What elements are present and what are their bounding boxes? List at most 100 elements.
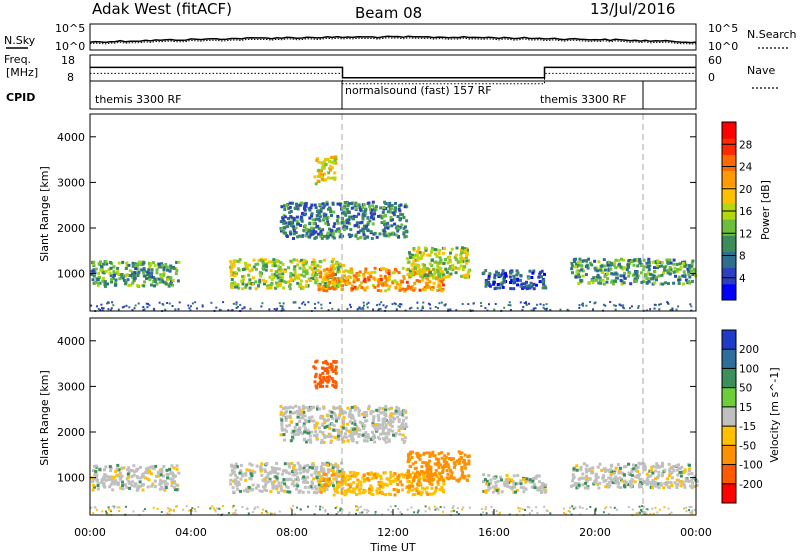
power-cells-cell — [612, 272, 616, 276]
vel-cells-cell — [118, 474, 122, 478]
vel-cells-cell — [350, 413, 354, 417]
power-cells-cell — [630, 260, 633, 264]
vel-cells-cell — [170, 481, 174, 485]
power-cells-cell — [408, 252, 412, 256]
vel-cells-cell — [397, 407, 401, 411]
power-cells-cell — [384, 226, 387, 230]
vel-cells-cell — [334, 507, 337, 510]
vel-cells-cell — [374, 427, 378, 431]
power-cells-cell — [320, 236, 324, 240]
power-cells-cell — [349, 306, 352, 309]
power-cells-cell — [294, 226, 298, 230]
power-cells-cell — [438, 302, 441, 305]
power-cells-cell — [688, 275, 692, 279]
power-cells-cell — [141, 271, 145, 275]
power-cells-cell — [127, 263, 131, 267]
power-cells-cell — [268, 286, 272, 290]
power-cells-cell — [245, 283, 249, 287]
power-cells-cell — [396, 282, 399, 286]
vel-cells-cell — [400, 423, 404, 427]
power-cells-cell — [346, 307, 349, 310]
vel-cells-cell — [627, 506, 630, 509]
power-cells-cell — [463, 265, 467, 269]
power-cells-cell — [404, 203, 408, 207]
vel-cells-cell — [512, 474, 516, 478]
power-cells-cell — [417, 265, 421, 269]
power-cells-cell — [233, 282, 237, 286]
power-cells-cell — [353, 224, 357, 228]
power-cells-cell — [530, 276, 534, 279]
vel-cells-cell — [369, 484, 373, 488]
vel-cells-cell — [468, 506, 471, 509]
power-cells-cell — [405, 219, 409, 223]
vel-cells-cell — [516, 474, 520, 477]
power-cells-cell — [252, 258, 256, 262]
velocity-colorbar-label: Velocity [m s^-1] — [768, 367, 781, 462]
power-cells-cell — [672, 281, 676, 285]
power-cells-cell — [368, 204, 371, 208]
vel-cells-cell — [270, 512, 273, 515]
vel-cells-cell — [387, 428, 391, 432]
power-cells-cell — [428, 262, 432, 266]
power-cells-cell — [123, 305, 126, 308]
power-cells-cell — [312, 270, 315, 274]
vel-cells-cell — [322, 472, 326, 476]
vel-cells-cell — [658, 508, 661, 511]
vel-cells-cell — [344, 489, 348, 493]
power-cells-cell — [690, 279, 694, 283]
vel-cells-cell — [101, 510, 104, 513]
vel-cells-cell — [277, 467, 281, 471]
power-cells-cell — [133, 307, 136, 310]
power-cells-cell — [451, 268, 455, 271]
vel-cells-cell — [371, 419, 375, 423]
power-cells-cell — [349, 228, 353, 232]
colorbar-tick-label: -50 — [739, 440, 756, 452]
power-cells-cell — [114, 278, 118, 282]
vel-cells-cell — [303, 426, 307, 430]
vel-cells-cell — [460, 466, 464, 470]
power-cells-cell — [461, 246, 464, 250]
power-cells-cell — [496, 273, 500, 277]
power-cells-cell — [177, 260, 181, 264]
vel-cells-cell — [460, 475, 464, 479]
vel-cells-cell — [508, 485, 512, 489]
power-cells-cell — [298, 306, 301, 309]
power-cells-cell — [414, 258, 418, 262]
vel-cells-cell — [313, 426, 317, 430]
vel-cells-cell — [497, 488, 501, 492]
power-cells-cell — [378, 281, 382, 285]
power-cells-cell — [363, 304, 365, 307]
colorbar-swatch — [722, 267, 736, 285]
vel-cells-cell — [352, 487, 356, 491]
vel-cells-cell — [670, 511, 673, 514]
noise-search-label: N.Search — [747, 28, 797, 41]
power-cells-cell — [252, 265, 256, 269]
vel-cells-cell — [487, 482, 491, 486]
vel-cells-cell — [495, 510, 498, 512]
vel-cells-cell — [585, 476, 589, 480]
power-cells-cell — [318, 260, 322, 263]
vel-cells-cell — [154, 464, 158, 468]
vel-cells-cell — [327, 435, 331, 439]
power-cells-cell — [278, 266, 282, 269]
power-scatter — [90, 155, 698, 312]
vel-cells-cell — [634, 469, 638, 473]
power-cells-cell — [668, 258, 672, 262]
vel-cells-cell — [165, 468, 169, 472]
vel-cells-cell — [309, 485, 313, 489]
colorbar-tick-label: 15 — [739, 402, 752, 414]
power-cells-cell — [293, 277, 297, 281]
vel-cells-cell — [408, 473, 412, 477]
vel-cells-cell — [307, 505, 309, 508]
vel-cells-cell — [639, 462, 643, 466]
power-cells-cell — [509, 281, 512, 284]
vel-cells-cell — [254, 506, 257, 509]
power-cells-cell — [304, 202, 308, 206]
power-cells-cell — [509, 304, 512, 307]
vel-cells-cell — [292, 464, 296, 467]
vel-cells-cell — [450, 510, 453, 513]
power-cells-cell — [609, 267, 613, 271]
power-cells-cell — [602, 282, 606, 286]
vel-cells-cell — [318, 373, 322, 377]
power-cells-cell — [333, 158, 337, 162]
